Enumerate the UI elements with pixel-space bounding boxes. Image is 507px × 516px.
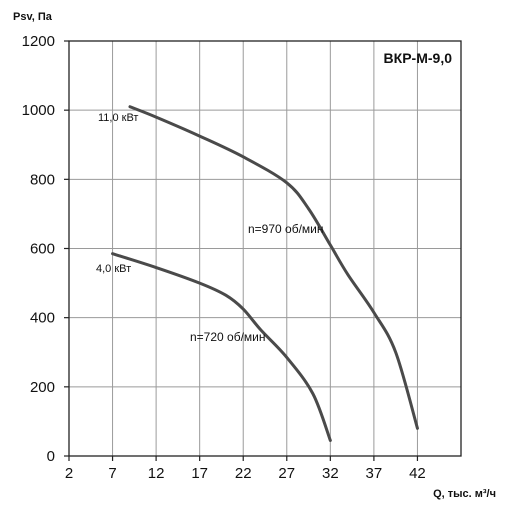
series-speed-label: n=970 об/мин	[248, 222, 324, 236]
x-tick-label: 42	[409, 465, 426, 482]
x-tick-label: 22	[235, 465, 252, 482]
y-tick-label: 1200	[22, 33, 55, 50]
x-tick-label: 17	[191, 465, 208, 482]
y-tick-label: 200	[30, 379, 55, 396]
y-tick-label: 800	[30, 171, 55, 188]
y-axis-label: Psv, Па	[13, 11, 53, 23]
x-axis-label: Q, тыс. м³/ч	[433, 488, 496, 500]
series-power-label: 11,0 кВт	[98, 112, 138, 124]
x-tick-label: 12	[148, 465, 165, 482]
series-line	[111, 252, 332, 442]
series-power-label: 4,0 кВт	[96, 263, 131, 275]
x-tick-label: 7	[108, 465, 116, 482]
series-speed-label: n=720 об/мин	[190, 330, 266, 344]
y-tick-label: 600	[30, 241, 55, 258]
x-tick-label: 27	[278, 465, 295, 482]
y-tick-label: 0	[47, 448, 55, 465]
x-tick-label: 32	[322, 465, 339, 482]
x-tick-label: 2	[65, 465, 73, 482]
chart-title: ВКР-М-9,0	[384, 50, 453, 66]
x-tick-label: 37	[366, 465, 383, 482]
grid-lines	[69, 40, 461, 456]
y-tick-label: 400	[30, 310, 55, 327]
series-line	[128, 105, 419, 430]
y-tick-label: 1000	[22, 102, 55, 119]
